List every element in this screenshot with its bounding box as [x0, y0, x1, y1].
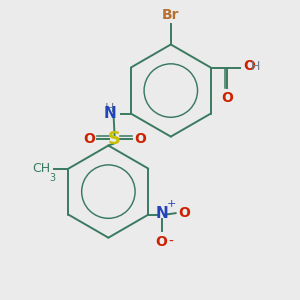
Text: -: -: [168, 235, 173, 249]
Text: O: O: [221, 91, 233, 105]
Text: CH: CH: [32, 162, 51, 175]
Text: O: O: [134, 132, 146, 146]
Text: +: +: [167, 199, 176, 209]
Text: H: H: [105, 102, 115, 115]
Text: O: O: [243, 59, 255, 73]
Text: Br: Br: [162, 8, 180, 22]
Text: 3: 3: [49, 173, 55, 183]
Text: O: O: [178, 206, 190, 220]
Text: N: N: [103, 106, 116, 121]
Text: O: O: [156, 235, 168, 249]
Text: N: N: [155, 206, 168, 221]
Text: S: S: [108, 130, 121, 148]
Text: O: O: [83, 132, 94, 146]
Text: H: H: [251, 60, 260, 73]
